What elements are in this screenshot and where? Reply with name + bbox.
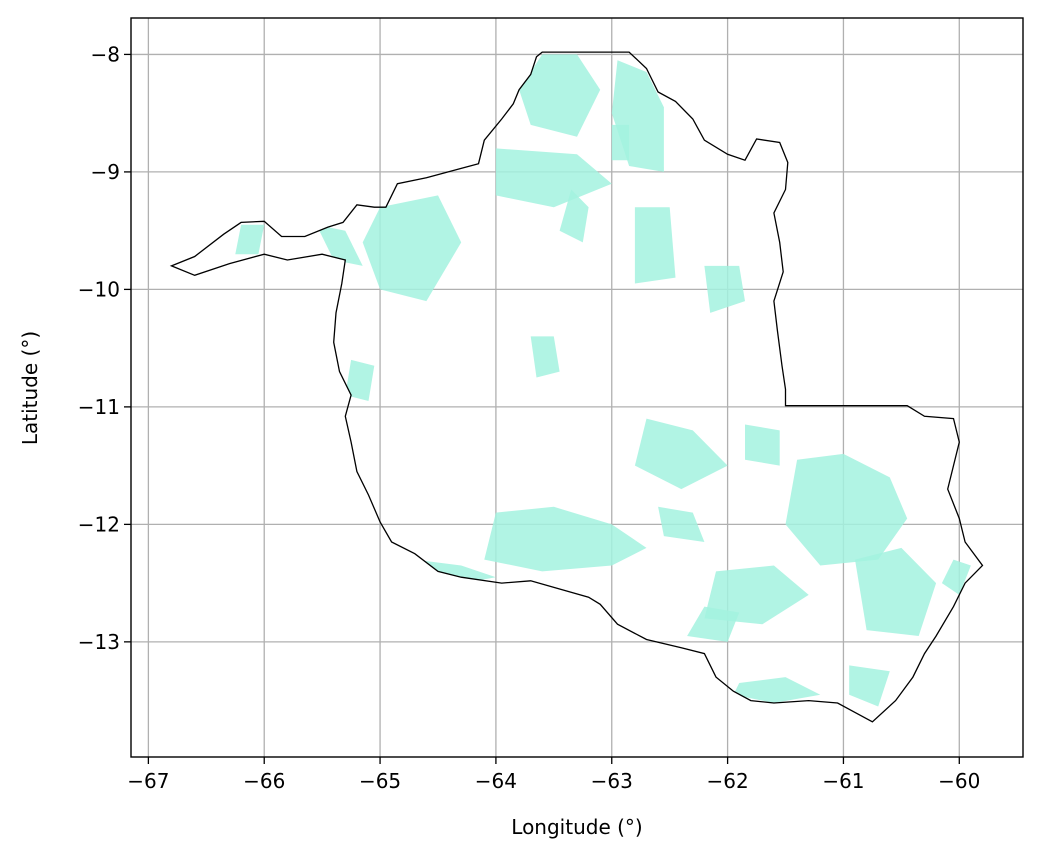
cleared-area-patch — [611, 124, 630, 161]
y-tick-label: −10 — [78, 277, 120, 301]
x-tick-label: −63 — [591, 769, 633, 793]
x-tick-label: −64 — [475, 769, 517, 793]
y-axis-label: Latitude (°) — [18, 331, 42, 445]
cleared-area-patch — [634, 418, 728, 490]
x-axis-ticks: −67 −66 −65 −64 −63 −62 −61 −60 — [127, 757, 980, 793]
cleared-area-patch — [519, 54, 601, 137]
cleared-area-patch — [559, 189, 589, 243]
cleared-area-patch — [704, 265, 745, 313]
cleared-area-patch — [634, 207, 676, 284]
cleared-area-patch — [316, 224, 363, 266]
axes-background — [131, 18, 1023, 757]
axes-frame — [130, 17, 1024, 758]
cleared-area-patch — [235, 224, 265, 255]
y-tick-label: −8 — [91, 42, 120, 66]
cleared-area-patch — [345, 359, 375, 401]
y-tick-label: −9 — [91, 160, 120, 184]
cleared-area-patch — [687, 606, 740, 642]
cleared-area-patch — [733, 677, 821, 703]
cleared-area-patch — [704, 565, 809, 625]
cleared-area-patch — [745, 424, 780, 466]
cleared-area-patch — [362, 195, 462, 302]
y-tick-label: −13 — [78, 630, 120, 654]
cleared-area-patch — [658, 506, 705, 542]
x-tick-label: −60 — [938, 769, 980, 793]
x-tick-label: −62 — [706, 769, 748, 793]
cleared-area-patch — [855, 547, 937, 636]
cleared-area-patch — [941, 559, 971, 595]
x-tick-label: −67 — [127, 769, 169, 793]
cleared-area-patch — [484, 506, 647, 572]
x-tick-label: −66 — [243, 769, 285, 793]
y-tick-label: −12 — [78, 512, 120, 536]
x-tick-label: −65 — [359, 769, 401, 793]
state-boundary — [169, 51, 984, 723]
cleared-area-patch — [530, 336, 560, 378]
cleared-area-patch — [785, 453, 908, 566]
y-tick-label: −11 — [78, 395, 120, 419]
cleared-area-patch — [495, 148, 612, 208]
cleared-area-patch — [849, 665, 890, 707]
x-axis-label: Longitude (°) — [511, 815, 642, 839]
cleared-areas — [235, 54, 971, 707]
y-axis-ticks: −8 −9 −10 −11 −12 −13 — [78, 42, 131, 654]
x-tick-label: −61 — [822, 769, 864, 793]
